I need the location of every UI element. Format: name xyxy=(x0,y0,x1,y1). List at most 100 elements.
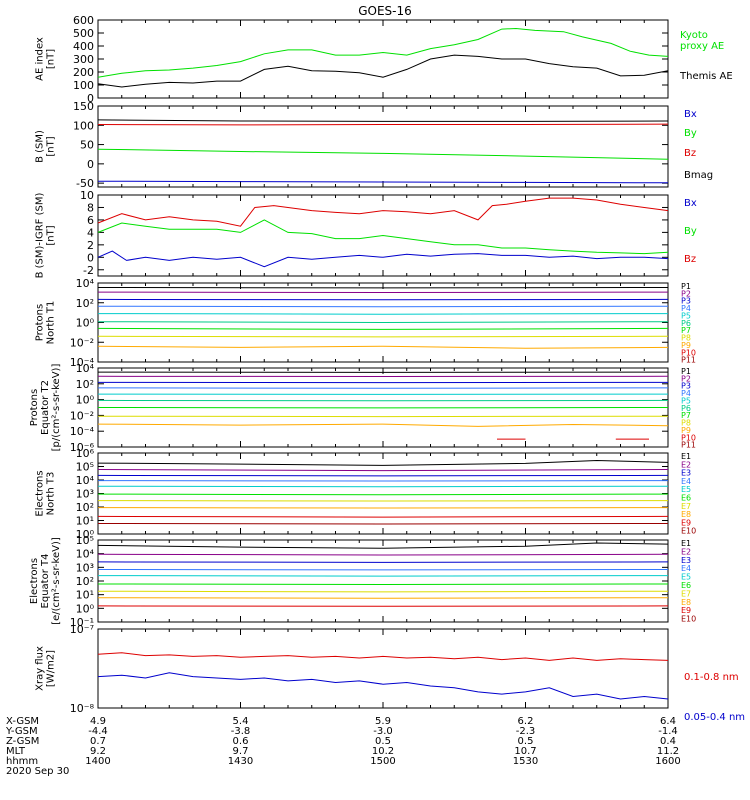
y-axis-label: AE index xyxy=(35,37,46,81)
y-tick-label: 10¹ xyxy=(76,589,94,602)
series-line-p7 xyxy=(97,327,669,330)
series-line-0-05-0-4-nm xyxy=(97,672,669,700)
y-tick-label: 0 xyxy=(87,92,94,105)
y-tick-label: 10² xyxy=(76,297,94,310)
y-tick-label: 8 xyxy=(87,201,94,214)
series-line-e7 xyxy=(97,590,669,593)
legend-label: P5 xyxy=(681,396,691,405)
series-line-bmag xyxy=(97,119,669,122)
series-line-e5 xyxy=(97,485,669,488)
legend-label: Bx xyxy=(684,198,697,209)
axis-row-label: X-GSM xyxy=(6,716,39,727)
axis-row-value: 4.9 xyxy=(90,716,106,727)
legend-label: P3 xyxy=(681,382,691,391)
axis-row-label: MLT xyxy=(6,746,26,757)
series-line-by xyxy=(97,148,669,160)
date-label: 2020 Sep 30 xyxy=(6,766,69,777)
legend-label: 0.05-0.4 nm xyxy=(684,712,745,723)
axis-row-value: 5.4 xyxy=(233,716,249,727)
series-line-e1 xyxy=(97,542,669,549)
series-line-e5 xyxy=(97,575,669,577)
y-tick-label: 10⁴ xyxy=(76,474,95,487)
y-tick-label: 10⁻⁷ xyxy=(70,623,94,636)
legend-label: proxy AE xyxy=(680,41,724,52)
legend-label: P1 xyxy=(681,282,691,291)
series-line-p4 xyxy=(97,305,669,308)
y-tick-label: 0 xyxy=(87,158,94,171)
y-axis-label: [W/m2] xyxy=(46,650,57,687)
series-line-e6 xyxy=(97,583,669,586)
y-tick-label: 10⁵ xyxy=(76,461,94,474)
series-line-by xyxy=(97,219,669,255)
series-line-p6 xyxy=(97,321,669,324)
axis-row-value: 0.5 xyxy=(518,736,534,747)
panel-xray: 10⁻⁷ 10⁻⁸ Xray flux [W/m2] 0.1-0.8 nm 0.05-0.… xyxy=(35,623,746,723)
y-tick-label: 10⁴ xyxy=(76,362,95,375)
legend-label: P6 xyxy=(681,404,691,413)
axis-row-value: 1500 xyxy=(370,756,395,767)
legend-label: Bx xyxy=(684,109,697,120)
y-tick-label: 10⁰ xyxy=(76,317,95,330)
legend-label: E6 xyxy=(681,494,691,503)
axis-row-value: -3.8 xyxy=(231,726,251,737)
time-axis-table: X-GSM 4.9 5.4 5.9 6.2 6.4 Y-GSM -4.4 -3.8 -3.0 -2.… xyxy=(5,716,681,777)
y-tick-label: 10² xyxy=(76,575,94,588)
series-line-e1 xyxy=(97,459,669,466)
legend-label: P10 xyxy=(681,348,696,357)
legend-label: P4 xyxy=(681,304,691,313)
legend-label: E7 xyxy=(681,589,691,598)
legend-label: E1 xyxy=(681,539,691,548)
y-tick-label: 50 xyxy=(80,139,94,152)
y-tick-label: 10¹ xyxy=(76,515,94,528)
y-axis-label: Equator T2 xyxy=(40,380,51,435)
axis-row-value: 6.4 xyxy=(660,716,676,727)
legend-label: P4 xyxy=(681,389,691,398)
y-axis-label: [p/(cm²-s-sr-keV)] xyxy=(51,364,62,452)
y-tick-label: 10⁵ xyxy=(76,534,94,547)
axis-row-value: 10.2 xyxy=(372,746,394,757)
legend-label: E4 xyxy=(681,564,691,573)
legend-label: Kyoto xyxy=(680,30,708,41)
axis-row-value: 0.4 xyxy=(660,736,676,747)
y-axis-label: North T1 xyxy=(46,301,57,345)
axis-row-value: 9.7 xyxy=(233,746,249,757)
y-tick-label: 100 xyxy=(73,79,94,92)
legend-label: By xyxy=(684,128,697,139)
y-tick-label: 10⁻² xyxy=(70,336,94,349)
y-tick-label: 150 xyxy=(73,100,94,113)
y-tick-label: 10⁰ xyxy=(76,528,95,541)
legend-label: E3 xyxy=(681,469,691,478)
series-line-e3 xyxy=(97,561,669,563)
series-line-themis-ae xyxy=(97,54,669,88)
panel-frame xyxy=(97,628,669,709)
axis-row-value: 10.7 xyxy=(514,746,536,757)
y-axis-label: Protons xyxy=(35,304,46,341)
series-line-e6 xyxy=(97,493,669,496)
legend-label: P11 xyxy=(681,356,696,365)
series-line-p5 xyxy=(97,313,669,315)
legend-label: P2 xyxy=(681,289,691,298)
y-tick-label: 300 xyxy=(73,53,94,66)
legend-label: P1 xyxy=(681,367,691,376)
y-tick-label: 10 xyxy=(80,189,94,202)
series-line-e8 xyxy=(97,597,669,599)
y-tick-label: 10⁶ xyxy=(76,447,95,460)
axis-row-value: 1430 xyxy=(228,756,253,767)
legend-label: P9 xyxy=(681,426,691,435)
legend-label: E2 xyxy=(681,460,691,469)
panel-frame xyxy=(97,19,669,99)
series-line-bx xyxy=(97,250,669,268)
y-tick-label: 10⁻⁶ xyxy=(70,441,95,454)
y-axis-label: [e/(cm²-s-sr-keV)] xyxy=(51,537,62,625)
y-axis-label: Electrons xyxy=(29,558,40,604)
legend-label: By xyxy=(684,226,697,237)
series-line-bz xyxy=(97,197,669,227)
legend-label: E8 xyxy=(681,510,691,519)
legend-label: E6 xyxy=(681,581,691,590)
y-tick-label: 10⁻⁴ xyxy=(70,356,95,369)
axis-row-value: 11.2 xyxy=(657,746,679,757)
y-axis-label: Xray flux xyxy=(35,646,46,691)
y-tick-label: 400 xyxy=(73,40,94,53)
